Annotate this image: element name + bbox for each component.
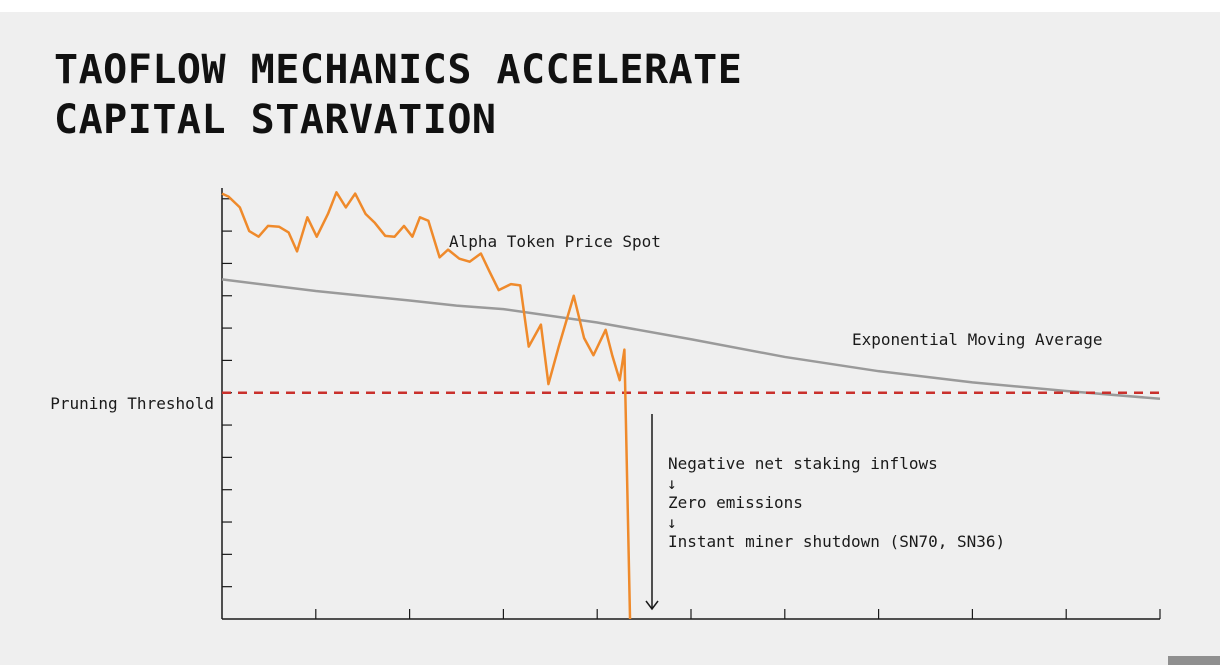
chart-ticks bbox=[222, 198, 1161, 619]
price-series-line bbox=[221, 191, 632, 620]
chart-axes bbox=[221, 188, 1160, 620]
slide-background bbox=[0, 12, 1220, 665]
step-arrow-2: ↓ bbox=[667, 513, 677, 532]
ema-series-line bbox=[221, 278, 1161, 401]
threshold-label: Pruning Threshold bbox=[50, 394, 214, 413]
step-2-label: Zero emissions bbox=[668, 493, 803, 512]
ema-series-label: Exponential Moving Average bbox=[852, 330, 1102, 349]
chart-series bbox=[221, 191, 1161, 620]
step-3-label: Instant miner shutdown (SN70, SN36) bbox=[668, 532, 1005, 551]
cascade-arrow-head bbox=[645, 600, 659, 611]
page-title: TAOFLOW MECHANICS ACCELERATE CAPITAL STA… bbox=[54, 45, 742, 145]
title-line-1: TAOFLOW MECHANICS ACCELERATE bbox=[54, 47, 743, 93]
price-series-label: Alpha Token Price Spot bbox=[449, 232, 661, 251]
step-1-label: Negative net staking inflows bbox=[668, 454, 938, 473]
corner-tab bbox=[1168, 656, 1220, 665]
step-arrow-1: ↓ bbox=[667, 474, 677, 493]
title-line-2: CAPITAL STARVATION bbox=[54, 97, 497, 143]
chart-annotations: Alpha Token Price Spot Exponential Movin… bbox=[50, 232, 1102, 611]
